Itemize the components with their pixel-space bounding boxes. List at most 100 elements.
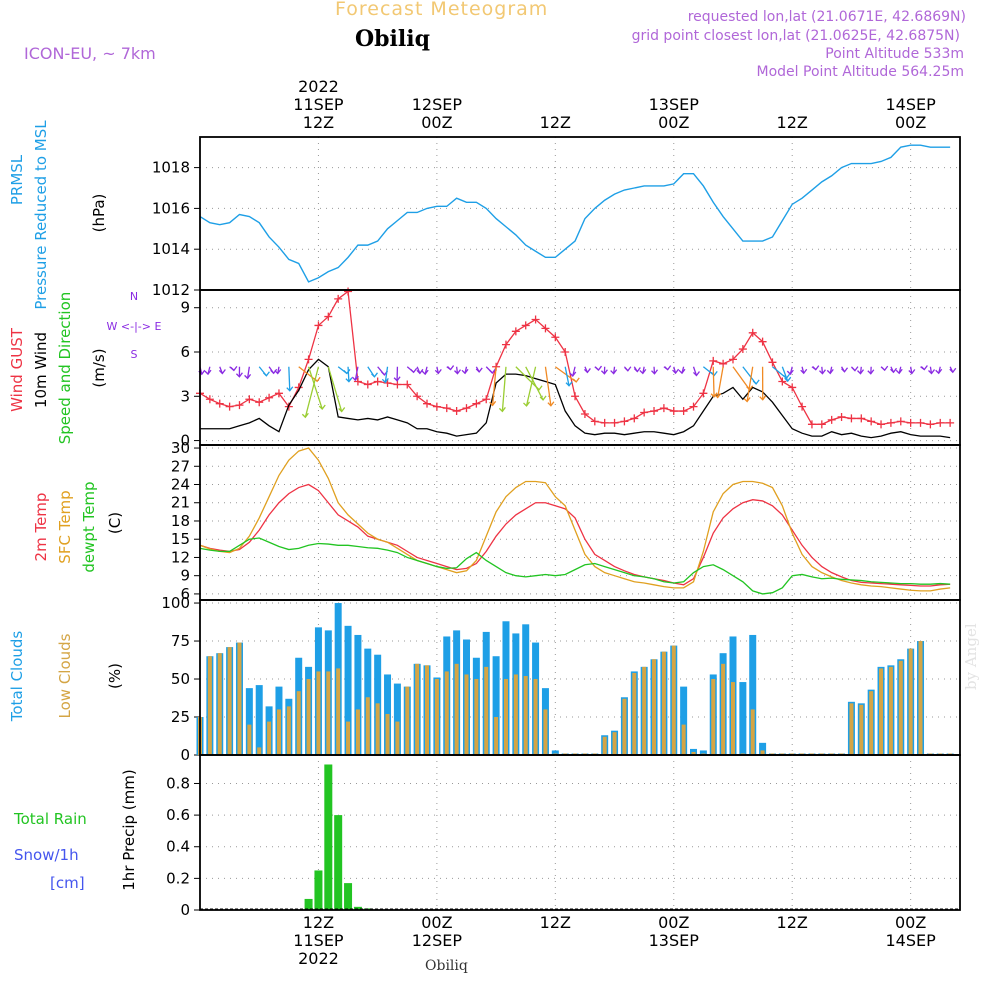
- y-tick-label: 3: [180, 387, 190, 405]
- gust-point: [393, 380, 402, 389]
- low-cloud-bar: [286, 706, 291, 755]
- y-tick-label: 0.6: [166, 806, 190, 824]
- gust-point: [807, 420, 816, 429]
- wind-arrow-head: [672, 368, 680, 375]
- gust-point: [432, 402, 441, 411]
- wind-arrow-head: [218, 369, 226, 375]
- wind-direction-label: Speed and Direction: [56, 292, 74, 445]
- wind-arrow-head: [274, 369, 282, 375]
- wind-arrow-head: [204, 369, 212, 376]
- top-time-label: 13SEP: [649, 95, 700, 114]
- total-cloud-bar: [255, 685, 263, 755]
- y-tick-label: 1018: [152, 159, 190, 177]
- wind-arrow-head: [393, 376, 401, 382]
- panel-frame: [199, 444, 961, 601]
- gust-point: [235, 401, 244, 410]
- gust-point: [857, 414, 866, 423]
- total-clouds-axis-label: Total Clouds: [8, 631, 26, 723]
- low-cloud-bar: [632, 672, 637, 755]
- credit-watermark: by Angel: [962, 623, 980, 690]
- wind-arrow-head: [928, 369, 936, 375]
- bottom-time-label: 11SEP: [293, 931, 344, 950]
- gust-point: [689, 402, 698, 411]
- low-cloud-bar: [533, 679, 538, 755]
- wind-arrow: [781, 366, 789, 382]
- top-time-label: 00Z: [658, 113, 689, 132]
- y-tick-label: 100: [161, 594, 190, 612]
- y-tick-label: 6: [180, 343, 190, 361]
- gust-point: [778, 377, 787, 386]
- pressure-line: [199, 144, 951, 283]
- gust-point: [798, 402, 807, 411]
- gust-point: [837, 412, 846, 421]
- wind-arrow-head: [759, 395, 767, 401]
- low-cloud-bar: [227, 647, 232, 755]
- rain-bar: [344, 883, 353, 910]
- wind-arrow-head: [498, 406, 506, 413]
- low-cloud-bar: [355, 709, 360, 755]
- gust-point: [452, 407, 461, 416]
- panel-wind: 0 3 6 9: [180, 287, 961, 450]
- gust-point: [630, 414, 639, 423]
- wind-arrow-head: [351, 375, 359, 382]
- wind-arrow: [347, 366, 350, 382]
- low-cloud-bar: [661, 651, 666, 755]
- wind-arrow-head: [244, 373, 252, 380]
- wind-arrow: [327, 366, 343, 412]
- low-cloud-bar: [869, 691, 874, 755]
- top-time-label: 14SEP: [886, 95, 937, 114]
- wind-arrow: [354, 366, 359, 381]
- wind-arrow: [712, 366, 715, 397]
- wind-axis-label: 10m Wind: [32, 332, 50, 408]
- wind-arrow-head: [895, 368, 903, 375]
- low-cloud-bar: [760, 750, 765, 755]
- wind-arrow-head: [461, 368, 469, 375]
- gust-point: [877, 420, 886, 429]
- wind-arrow-head: [826, 368, 834, 375]
- compass-west-east: W <-|-> E: [107, 320, 162, 333]
- wind-arrow-head: [381, 377, 389, 384]
- gust-point: [728, 355, 737, 364]
- gust-point: [867, 417, 876, 426]
- wind-arrow-head: [812, 365, 820, 371]
- wind-arrow-head: [523, 401, 531, 407]
- wind-arrow-head: [338, 407, 346, 413]
- gust-point: [344, 287, 353, 296]
- total-rain-label: Total Rain: [13, 810, 87, 828]
- y-tick-label: 50: [171, 670, 190, 688]
- top-time-label: 12Z: [303, 113, 334, 132]
- gust-point: [353, 377, 362, 386]
- y-tick-label: 1016: [152, 199, 190, 217]
- low-cloud-bar: [691, 751, 696, 755]
- low-cloud-bar: [721, 663, 726, 755]
- y-tick-label: 24: [171, 476, 190, 494]
- wind-arrow-head: [908, 369, 916, 375]
- wind-arrow: [929, 366, 933, 374]
- gust-point: [580, 410, 589, 418]
- wind-arrow-head: [475, 367, 483, 373]
- total-cloud-bar: [551, 750, 559, 755]
- bottom-time-label: 00Z: [421, 913, 452, 932]
- low-cloud-bar: [375, 703, 380, 755]
- low-cloud-bar: [730, 682, 735, 755]
- low-cloud-bar: [642, 666, 647, 755]
- gust-point: [748, 328, 757, 337]
- low-cloud-bar: [276, 709, 281, 755]
- wind-arrow: [564, 366, 570, 386]
- gust-point: [817, 420, 826, 429]
- gust-point: [620, 417, 629, 426]
- precip-axis-label: 1hr Precip (mm): [120, 769, 138, 890]
- gust-point: [768, 358, 777, 367]
- total-cloud-bar: [492, 656, 500, 755]
- gust-point: [423, 399, 432, 408]
- temp2m-line: [199, 483, 951, 587]
- wind-arrow-head: [235, 372, 243, 378]
- wind-arrow: [910, 366, 913, 374]
- top-time-label: 12Z: [540, 113, 571, 132]
- wind-arrow: [501, 366, 507, 412]
- wind-arrow-head: [920, 365, 928, 371]
- low-cloud-bar: [484, 666, 489, 755]
- top-time-label: 00Z: [895, 113, 926, 132]
- wind-arrow-head: [624, 366, 632, 372]
